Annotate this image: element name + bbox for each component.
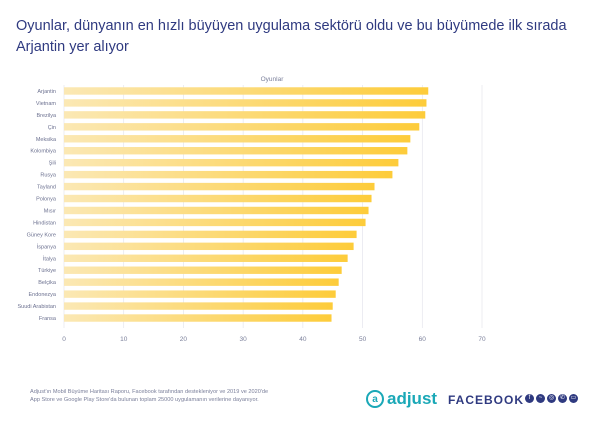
x-tick-label: 60 [419,336,427,343]
bar [64,182,375,191]
category-label: Polonya [36,197,57,203]
category-label: Fransa [39,316,57,322]
bar [64,147,408,155]
bar [64,230,357,239]
category-label: İspanya [37,243,57,250]
category-label: İtalya [43,255,57,262]
footnote: Adjust'ın Mobil Büyüme Haritası Raporu, … [30,389,320,404]
x-tick-label: 20 [180,336,188,343]
category-label: Belçika [38,280,57,286]
page-title: Oyunlar, dünyanın en hızlı büyüyen uygul… [16,18,567,55]
oculus-icon: ▭ [569,394,578,403]
category-label: Çin [48,125,56,131]
bar [64,218,366,227]
bar [64,194,372,203]
bar [64,170,393,179]
category-label: Suudi Arabistan [17,304,56,310]
social-icons: f ~ ◎ ✆ ▭ [525,394,578,403]
bar [64,242,354,251]
x-tick-label: 70 [478,336,486,343]
category-label: Arjantin [37,89,56,95]
facebook-wordmark: FACEBOOK [448,393,525,407]
category-label: Türkiye [38,268,56,274]
category-label: Kolombiya [30,149,57,155]
category-label: Mısır [44,208,56,214]
bar [64,278,339,286]
x-tick-label: 0 [62,336,66,343]
category-label: Endonezya [28,292,56,298]
adjust-wordmark: adjust [387,389,438,408]
bar [64,206,369,215]
facebook-icon: f [525,394,534,403]
category-label: Tayland [37,185,56,191]
category-label: Hindistan [33,220,56,226]
instagram-icon: ◎ [547,394,556,403]
bar [64,158,399,167]
category-label: Brezilya [36,113,57,119]
adjust-logo: a adjust [366,388,437,410]
category-label: Vietnam [36,101,56,107]
bar [64,314,332,322]
bar [64,123,420,131]
bar [64,302,333,310]
category-label: Şili [49,161,56,167]
bar [64,99,427,107]
category-label: Güney Kore [27,232,56,238]
footnote-line-1: Adjust'ın Mobil Büyüme Haritası Raporu, … [30,389,269,395]
footnote-line-2: App Store ve Google Play Store'da buluna… [30,396,259,403]
x-tick-label: 10 [120,336,128,343]
bar [64,135,411,143]
adjust-mark-icon: a [366,390,384,408]
category-label: Meksika [36,137,57,143]
category-label: Rusya [40,173,57,179]
bar [64,254,348,262]
chart-title: Oyunlar [261,76,285,83]
whatsapp-icon: ✆ [558,394,567,403]
bar-chart: Oyunlar Arjantin Vietnam Brezilya Çin Meksik… [17,76,486,343]
x-tick-label: 40 [299,336,307,343]
x-tick-label: 50 [359,336,367,343]
bar [64,266,342,274]
x-tick-label: 30 [240,336,248,343]
bar [64,111,426,119]
bar [64,87,429,95]
messenger-icon: ~ [536,394,545,403]
bar [64,290,336,298]
